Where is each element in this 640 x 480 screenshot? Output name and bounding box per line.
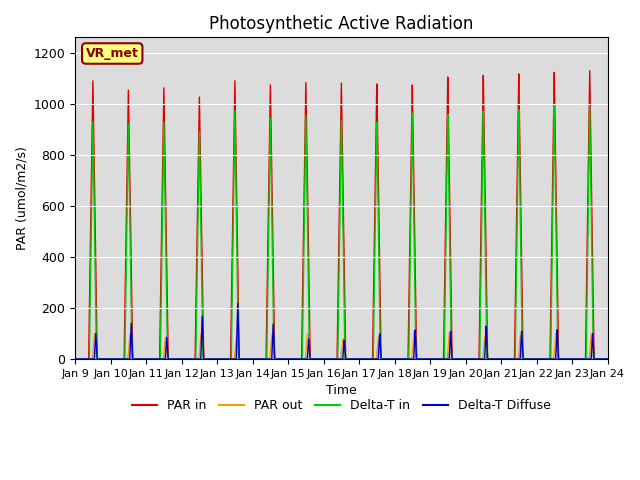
Line: Delta-T Diffuse: Delta-T Diffuse [75, 304, 607, 359]
PAR in [602, 356, 609, 362]
X-axis label: Time: Time [326, 384, 356, 397]
Line: PAR out: PAR out [75, 332, 607, 359]
Y-axis label: PAR (umol/m2/s): PAR (umol/m2/s) [15, 146, 28, 250]
PAR in [586, 68, 593, 73]
PAR in [185, 356, 193, 362]
Delta-T Diffuse [185, 356, 193, 362]
PAR out [271, 354, 278, 360]
Delta-T in [602, 356, 609, 362]
PAR out [185, 356, 193, 362]
PAR out [180, 356, 188, 362]
Delta-T in [415, 356, 422, 362]
Delta-T in [180, 356, 188, 362]
Legend: PAR in, PAR out, Delta-T in, Delta-T Diffuse: PAR in, PAR out, Delta-T in, Delta-T Dif… [127, 394, 556, 417]
PAR in [180, 356, 188, 362]
Delta-T Diffuse [604, 356, 611, 362]
Delta-T Diffuse [490, 356, 498, 362]
Delta-T in [271, 356, 278, 362]
Delta-T Diffuse [180, 356, 188, 362]
Delta-T Diffuse [602, 356, 609, 362]
PAR out [71, 356, 79, 362]
Delta-T Diffuse [271, 353, 278, 359]
Line: Delta-T in: Delta-T in [75, 104, 607, 359]
PAR out [604, 356, 611, 362]
PAR in [271, 344, 278, 350]
Delta-T in [550, 101, 558, 107]
PAR in [71, 356, 79, 362]
Delta-T Diffuse [415, 356, 422, 362]
Delta-T Diffuse [234, 301, 241, 307]
PAR in [604, 356, 611, 362]
Delta-T in [71, 356, 79, 362]
Delta-T in [185, 356, 193, 362]
PAR out [445, 329, 453, 335]
Delta-T in [604, 356, 611, 362]
Delta-T Diffuse [71, 356, 79, 362]
PAR in [415, 356, 422, 362]
Line: PAR in: PAR in [75, 71, 607, 359]
Text: VR_met: VR_met [86, 47, 139, 60]
PAR out [490, 356, 498, 362]
PAR in [490, 356, 498, 362]
Delta-T in [490, 356, 498, 362]
PAR out [415, 356, 422, 362]
Title: Photosynthetic Active Radiation: Photosynthetic Active Radiation [209, 15, 474, 33]
PAR out [602, 356, 609, 362]
